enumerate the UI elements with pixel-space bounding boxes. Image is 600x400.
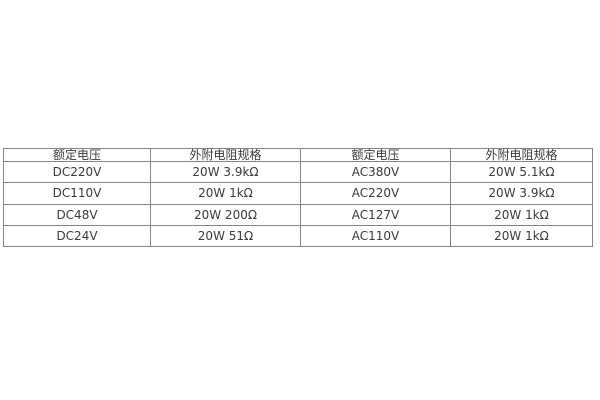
table-row: DC24V 20W 51Ω AC110V 20W 1kΩ xyxy=(3,224,593,248)
column-header-rated-voltage-dc: 额定电压 xyxy=(3,148,151,162)
table-cell: AC220V xyxy=(300,182,451,205)
table-cell: AC110V xyxy=(300,224,451,248)
table-cell: 20W 1kΩ xyxy=(450,224,593,248)
table-cell: 20W 1kΩ xyxy=(150,182,301,205)
table-cell: DC110V xyxy=(3,182,151,205)
table-cell: 20W 1kΩ xyxy=(450,203,593,226)
table-cell: DC220V xyxy=(3,160,151,184)
column-header-resistor-spec-dc: 外附电阻规格 xyxy=(150,148,301,162)
table-row: DC220V 20W 3.9kΩ AC380V 20W 5.1kΩ xyxy=(3,160,593,184)
table-cell: 20W 3.9kΩ xyxy=(450,182,593,205)
table-cell: AC127V xyxy=(300,203,451,226)
table-cell: DC48V xyxy=(3,203,151,226)
table-cell: 20W 3.9kΩ xyxy=(150,160,301,184)
table-row: DC110V 20W 1kΩ AC220V 20W 3.9kΩ xyxy=(3,182,593,205)
column-header-rated-voltage-ac: 额定电压 xyxy=(300,148,451,162)
table-cell: 20W 51Ω xyxy=(150,224,301,248)
resistor-spec-table: 额定电压 外附电阻规格 额定电压 外附电阻规格 DC220V 20W 3.9kΩ… xyxy=(3,148,593,248)
table-cell: 20W 5.1kΩ xyxy=(450,160,593,184)
header-row: 额定电压 外附电阻规格 额定电压 外附电阻规格 xyxy=(3,148,593,162)
column-header-resistor-spec-ac: 外附电阻规格 xyxy=(450,148,593,162)
table-row: DC48V 20W 200Ω AC127V 20W 1kΩ xyxy=(3,203,593,226)
table-cell: 20W 200Ω xyxy=(150,203,301,226)
table-cell: AC380V xyxy=(300,160,451,184)
table-cell: DC24V xyxy=(3,224,151,248)
